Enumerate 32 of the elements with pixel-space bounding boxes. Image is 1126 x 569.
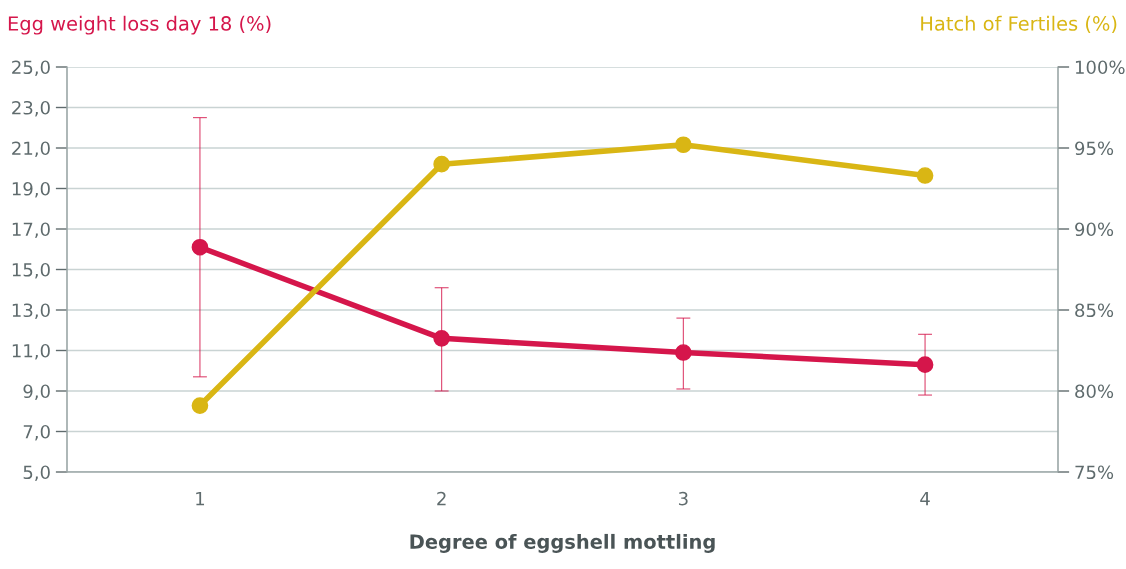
point bbox=[916, 167, 934, 184]
point bbox=[191, 397, 209, 414]
y2-tick-label: 85% bbox=[1075, 303, 1114, 318]
point bbox=[916, 356, 934, 374]
y2-tick-label: 80% bbox=[1075, 384, 1114, 399]
y-tick-label: 25,0 bbox=[12, 60, 50, 76]
y2-tick-label: 100% bbox=[1075, 60, 1125, 75]
point bbox=[675, 136, 692, 154]
y-tick-label: 15,0 bbox=[12, 262, 50, 279]
x-tick-label: 3 bbox=[678, 491, 688, 506]
y-tick-label: 13,0 bbox=[12, 303, 50, 319]
x-tick-label: 2 bbox=[437, 491, 446, 506]
y-tick-label: 5,0 bbox=[23, 465, 50, 481]
point bbox=[433, 330, 450, 347]
y-tick-label: 23,0 bbox=[12, 100, 50, 117]
x-axis-title: Degree of eggshell mottling bbox=[410, 533, 715, 553]
point bbox=[191, 238, 209, 256]
y2-tick-label: 75% bbox=[1075, 465, 1114, 480]
y-tick-label: 11,0 bbox=[12, 343, 50, 360]
y2-tick-label: 90% bbox=[1075, 222, 1114, 237]
y-tick-label: 7,0 bbox=[23, 424, 50, 441]
y-axis-title: Egg weight loss day 18 (%) bbox=[8, 15, 271, 35]
y2-tick-label: 95% bbox=[1075, 141, 1114, 156]
y-tick-label: 17,0 bbox=[12, 222, 50, 238]
y-tick-label: 19,0 bbox=[12, 181, 50, 198]
x-tick-label: 4 bbox=[920, 492, 930, 506]
point bbox=[675, 344, 692, 361]
x-tick-label: 1 bbox=[196, 492, 205, 506]
y-tick-label: 9,0 bbox=[23, 384, 50, 400]
y2-axis-title: Hatch of Fertiles (%) bbox=[921, 15, 1117, 34]
point bbox=[433, 155, 450, 173]
y-tick-label: 21,0 bbox=[12, 141, 50, 157]
